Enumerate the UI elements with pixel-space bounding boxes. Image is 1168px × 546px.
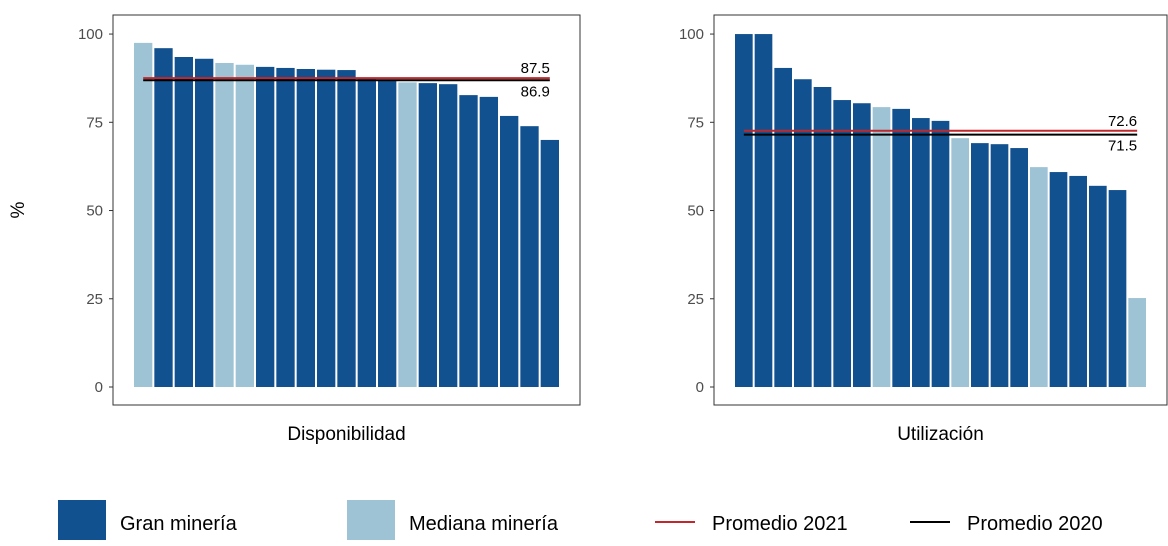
bar [1010,148,1028,387]
bar [337,70,356,387]
bar [951,138,969,387]
bar [215,63,234,387]
x-axis-title: Utilización [897,424,984,445]
reference-label: 71.5 [1108,138,1137,155]
bar [357,79,376,387]
bar [872,107,891,387]
bar [398,82,417,387]
panel-border [713,14,1168,406]
bar [418,83,437,387]
y-tick-label: 0 [95,379,103,396]
y-tick-label: 50 [86,203,103,220]
bar [774,67,792,388]
bar [813,87,832,387]
bar [833,100,851,387]
bar [378,80,397,387]
legend-label: Mediana minería [409,513,559,535]
bar [479,96,498,387]
bar [439,84,458,388]
bar [154,48,173,387]
bar [990,144,1009,387]
bar [459,95,478,387]
panel-border [112,14,581,406]
bar [317,69,336,388]
y-tick-label: 25 [86,291,103,308]
bar [1049,172,1068,387]
bar [971,143,989,387]
bar [853,103,871,387]
bar [754,34,773,387]
y-tick-label: 25 [687,291,704,308]
reference-label: 72.6 [1108,113,1137,130]
legend-label: Promedio 2021 [712,513,848,535]
y-axis-title: % [8,201,29,218]
bar [931,120,950,387]
y-tick-label: 75 [86,114,103,131]
reference-label: 86.9 [521,83,550,100]
bar [1128,298,1146,387]
bar [195,58,214,387]
bar [134,42,153,387]
bar [540,139,559,387]
bar [1030,167,1048,387]
y-tick-label: 50 [687,203,704,220]
bar [794,79,812,387]
bar [1069,175,1087,387]
legend-label: Promedio 2020 [967,513,1103,535]
bar [1089,185,1107,387]
legend-swatch [58,500,106,540]
bar [174,57,193,387]
legend-swatch [347,500,395,540]
y-tick-label: 100 [78,26,103,43]
x-axis-title: Disponibilidad [287,424,405,445]
y-tick-label: 75 [687,114,704,131]
reference-label: 87.5 [521,60,550,77]
legend-label: Gran minería [120,513,238,535]
bar [892,108,910,387]
bar [296,69,315,387]
bar [912,118,930,387]
bar [276,67,295,388]
bar [1108,190,1127,387]
bar [500,115,519,388]
y-tick-label: 0 [696,379,704,396]
bar [520,126,539,388]
bar [256,66,275,387]
bar [735,34,753,387]
y-tick-label: 100 [679,26,704,43]
bar [235,64,254,387]
